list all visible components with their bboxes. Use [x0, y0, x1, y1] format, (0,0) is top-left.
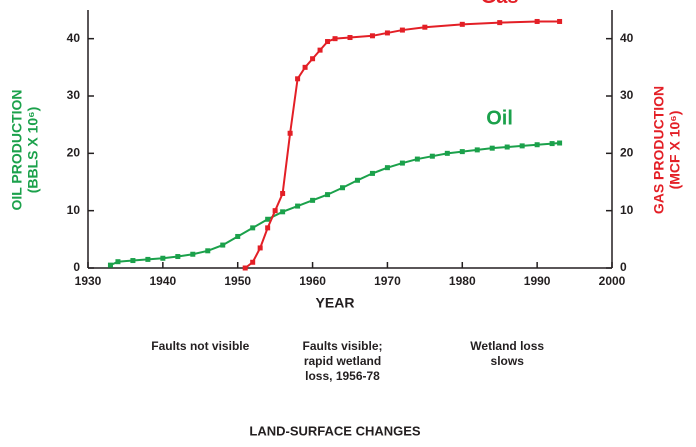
y2-tick-label: 20 [620, 146, 634, 160]
annotation: slows [491, 354, 525, 368]
data-point [459, 149, 465, 155]
data-point [474, 147, 480, 153]
data-point [557, 18, 563, 24]
y-tick-label: 0 [73, 260, 80, 274]
data-point [280, 190, 286, 196]
data-point [250, 259, 256, 265]
data-point [272, 208, 278, 214]
data-point [549, 141, 555, 147]
data-point [519, 143, 525, 149]
data-point [310, 56, 316, 62]
data-point [489, 145, 495, 151]
x-tick-label: 1940 [150, 274, 177, 288]
series-line [244, 20, 560, 269]
data-point [384, 165, 390, 171]
data-point [242, 265, 248, 271]
data-point [444, 150, 450, 156]
data-point [107, 262, 113, 268]
data-point [504, 144, 510, 150]
data-point [347, 35, 353, 41]
footer: LAND-SURFACE CHANGES [249, 423, 421, 438]
axis-label: GAS PRODUCTION [651, 86, 667, 214]
data-point [130, 258, 136, 264]
data-point [399, 27, 405, 33]
x-tick-label: 1950 [224, 274, 251, 288]
data-point [354, 177, 360, 183]
data-point [414, 156, 420, 162]
annotation: Faults not visible [151, 339, 249, 353]
data-point [317, 47, 323, 53]
data-point [429, 153, 435, 159]
x-tick-label: 1930 [75, 274, 102, 288]
y2-tick-label: 0 [620, 260, 627, 274]
data-point [369, 33, 375, 39]
data-point [422, 24, 428, 30]
series-label: Oil [486, 107, 513, 129]
data-point [220, 242, 226, 248]
data-point [369, 170, 375, 176]
annotation: Faults visible; [302, 339, 382, 353]
data-point [190, 251, 196, 257]
x-tick-label: 1980 [449, 274, 476, 288]
x-axis-label: YEAR [316, 295, 355, 311]
annotation: Wetland loss [470, 339, 544, 353]
data-point [295, 203, 301, 209]
y-tick-label: 30 [67, 88, 81, 102]
data-point [325, 39, 331, 45]
data-point [145, 256, 151, 262]
data-point [160, 255, 166, 261]
data-point [534, 18, 540, 24]
x-tick-label: 1990 [524, 274, 551, 288]
data-point [340, 185, 346, 191]
data-point [384, 30, 390, 36]
data-point [175, 254, 181, 260]
y2-tick-label: 10 [620, 203, 634, 217]
y-tick-label: 40 [67, 31, 81, 45]
data-point [557, 140, 563, 146]
data-point [332, 36, 338, 42]
data-point [459, 21, 465, 27]
y2-tick-label: 30 [620, 88, 634, 102]
data-point [265, 216, 271, 222]
data-point [295, 76, 301, 82]
y-tick-label: 10 [67, 203, 81, 217]
axis-label: (MCF X 10⁶) [667, 111, 683, 190]
data-point [235, 233, 241, 239]
data-point [534, 142, 540, 148]
data-point [250, 225, 256, 231]
data-point [257, 245, 263, 251]
x-tick-label: 1960 [299, 274, 326, 288]
annotation: rapid wetland [304, 354, 381, 368]
data-point [115, 259, 121, 265]
data-point [310, 197, 316, 203]
x-tick-label: 2000 [599, 274, 626, 288]
series-line [110, 142, 560, 267]
axis-label: OIL PRODUCTION [9, 89, 25, 210]
y-tick-label: 20 [67, 146, 81, 160]
data-point [280, 209, 286, 215]
data-point [399, 160, 405, 166]
data-point [325, 192, 331, 198]
series-label: Gas [481, 0, 519, 8]
x-tick-label: 1970 [374, 274, 401, 288]
axis-label: (BBLS X 10⁶) [25, 107, 41, 194]
data-point [302, 64, 308, 70]
data-point [287, 130, 293, 136]
data-point [265, 225, 271, 231]
annotation: loss, 1956-78 [305, 369, 380, 383]
data-point [497, 20, 503, 26]
data-point [205, 248, 211, 254]
y2-tick-label: 40 [620, 31, 634, 45]
